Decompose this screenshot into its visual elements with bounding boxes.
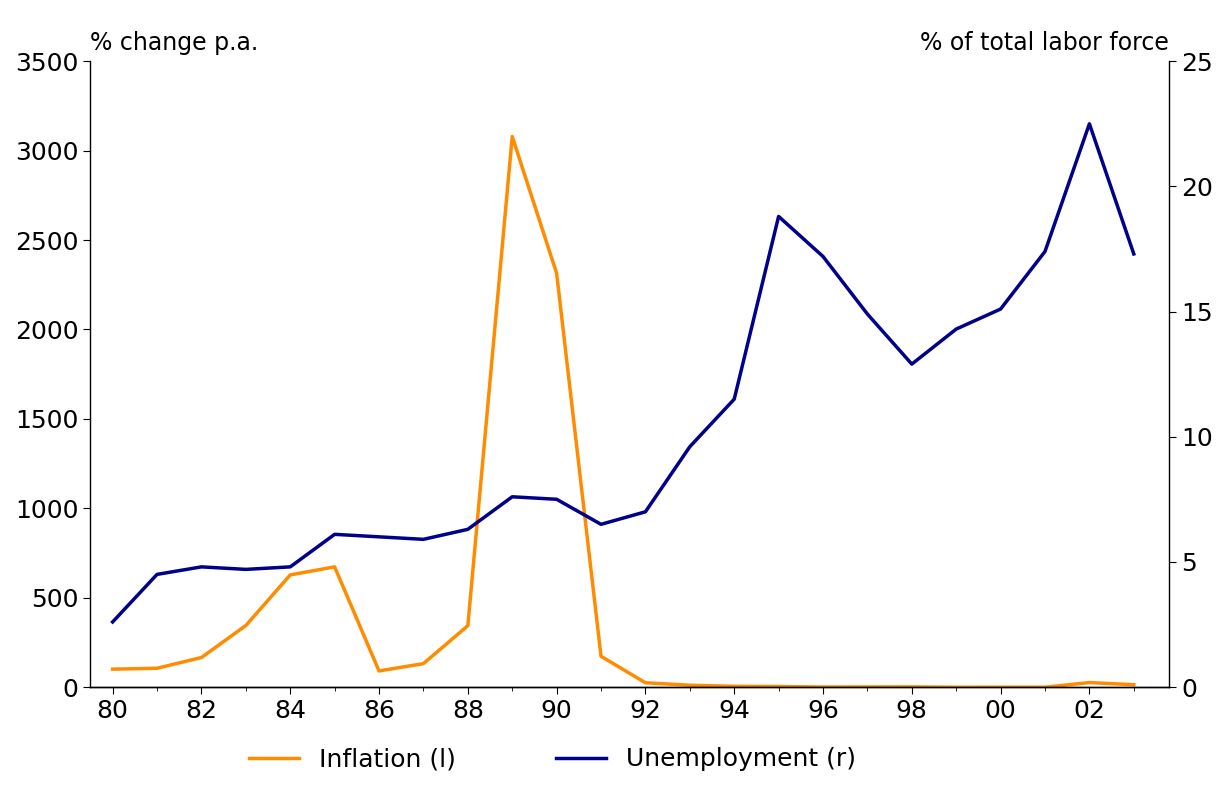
Legend: Inflation (l), Unemployment (r): Inflation (l), Unemployment (r) bbox=[239, 738, 866, 781]
Unemployment (r) bbox=[150, 569, 165, 579]
Unemployment (r) bbox=[860, 310, 874, 319]
Unemployment (r) bbox=[639, 507, 653, 516]
Inflation (l) bbox=[593, 651, 608, 661]
Unemployment (r) bbox=[593, 520, 608, 529]
Line: Unemployment (r): Unemployment (r) bbox=[113, 124, 1133, 622]
Unemployment (r) bbox=[815, 252, 830, 261]
Inflation (l) bbox=[505, 132, 519, 141]
Unemployment (r) bbox=[416, 534, 431, 544]
Unemployment (r) bbox=[460, 525, 475, 534]
Inflation (l) bbox=[106, 664, 120, 674]
Unemployment (r) bbox=[771, 212, 786, 221]
Inflation (l) bbox=[1126, 680, 1141, 690]
Inflation (l) bbox=[905, 682, 920, 691]
Inflation (l) bbox=[194, 653, 209, 662]
Unemployment (r) bbox=[1126, 249, 1141, 259]
Unemployment (r) bbox=[194, 562, 209, 572]
Inflation (l) bbox=[727, 682, 742, 691]
Inflation (l) bbox=[416, 658, 431, 668]
Line: Inflation (l): Inflation (l) bbox=[113, 136, 1133, 687]
Inflation (l) bbox=[549, 269, 564, 278]
Unemployment (r) bbox=[949, 324, 964, 334]
Inflation (l) bbox=[372, 666, 387, 676]
Inflation (l) bbox=[282, 570, 297, 580]
Unemployment (r) bbox=[727, 395, 742, 404]
Inflation (l) bbox=[639, 678, 653, 687]
Inflation (l) bbox=[460, 621, 475, 630]
Unemployment (r) bbox=[1038, 247, 1052, 257]
Inflation (l) bbox=[1038, 683, 1052, 692]
Unemployment (r) bbox=[282, 562, 297, 572]
Unemployment (r) bbox=[993, 304, 1008, 314]
Text: % change p.a.: % change p.a. bbox=[91, 31, 259, 55]
Inflation (l) bbox=[238, 621, 253, 630]
Inflation (l) bbox=[815, 683, 830, 692]
Unemployment (r) bbox=[327, 529, 341, 539]
Unemployment (r) bbox=[683, 442, 698, 452]
Unemployment (r) bbox=[1082, 119, 1097, 128]
Inflation (l) bbox=[949, 683, 964, 692]
Inflation (l) bbox=[150, 663, 165, 673]
Inflation (l) bbox=[683, 680, 698, 690]
Unemployment (r) bbox=[372, 532, 387, 541]
Inflation (l) bbox=[993, 683, 1008, 692]
Unemployment (r) bbox=[905, 359, 920, 369]
Unemployment (r) bbox=[238, 565, 253, 574]
Inflation (l) bbox=[327, 562, 341, 572]
Unemployment (r) bbox=[106, 617, 120, 626]
Inflation (l) bbox=[771, 682, 786, 691]
Inflation (l) bbox=[860, 683, 874, 692]
Inflation (l) bbox=[1082, 678, 1097, 687]
Text: % of total labor force: % of total labor force bbox=[921, 31, 1169, 55]
Unemployment (r) bbox=[549, 495, 564, 504]
Unemployment (r) bbox=[505, 492, 519, 501]
